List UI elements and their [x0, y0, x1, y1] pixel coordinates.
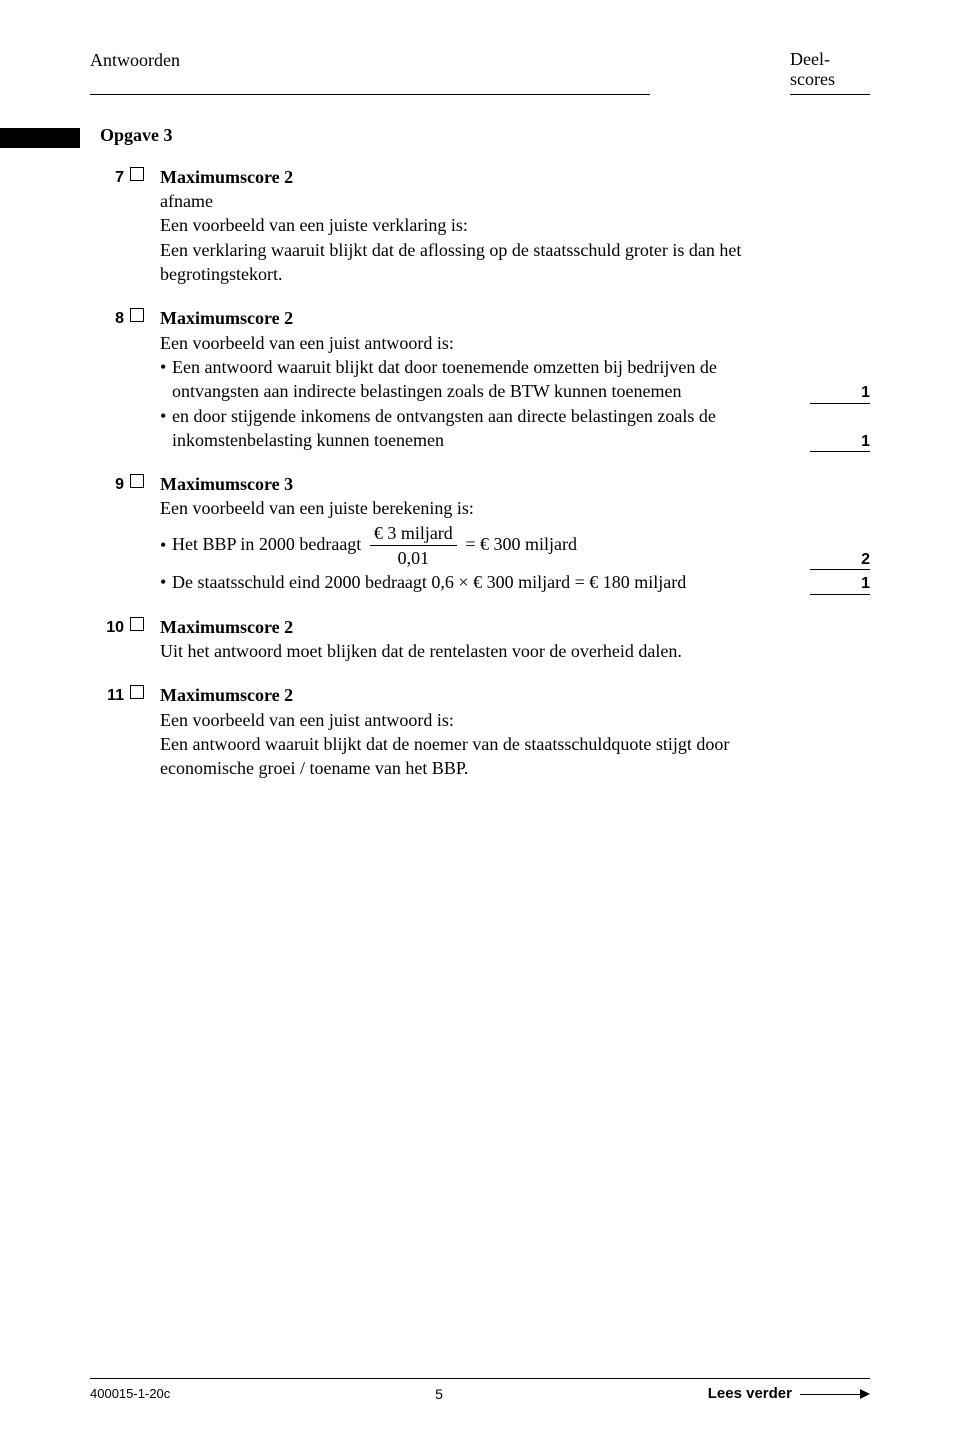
page-header: Antwoorden Deel- scores	[90, 50, 870, 90]
footer-row: 400015-1-20c 5 Lees verder	[90, 1385, 870, 1402]
opgave-title: Opgave 3	[100, 123, 870, 147]
question-10: 10 Maximumscore 2 Uit het antwoord moet …	[90, 615, 870, 664]
q8-score1: 1	[810, 384, 870, 404]
q9-bullet1: Het BBP in 2000 bedraagt € 3 miljard 0,0…	[172, 521, 800, 571]
footer-continue: Lees verder	[708, 1385, 870, 1402]
bullet-icon: •	[160, 355, 172, 379]
q7-line2: Een voorbeeld van een juiste verklaring …	[160, 213, 800, 237]
q9-bullet1-row: • Het BBP in 2000 bedraagt € 3 miljard 0…	[160, 521, 870, 571]
q8-bullet1: Een antwoord waaruit blijkt dat door toe…	[172, 355, 800, 404]
q7-num: 7	[115, 169, 124, 186]
question-11-body: Maximumscore 2 Een voorbeeld van een jui…	[144, 683, 810, 780]
q9-b1-post: = € 300 miljard	[465, 534, 577, 554]
question-8-number: 8	[90, 306, 144, 330]
q9-b1-pre: Het BBP in 2000 bedraagt	[172, 534, 366, 554]
bullet-icon: •	[160, 570, 172, 594]
checkbox-icon	[130, 474, 144, 488]
q8-bullet1-row: • Een antwoord waaruit blijkt dat door t…	[160, 355, 870, 404]
question-11: 11 Maximumscore 2 Een voorbeeld van een …	[90, 683, 870, 780]
q10-num: 10	[106, 619, 124, 636]
checkbox-icon	[130, 308, 144, 322]
question-11-number: 11	[90, 683, 144, 707]
q8-intro: Een voorbeeld van een juist antwoord is:	[160, 331, 870, 355]
q11-num: 11	[107, 687, 124, 704]
question-7: 7 Maximumscore 2 afname Een voorbeeld va…	[90, 165, 870, 286]
footer-page-number: 5	[435, 1386, 443, 1402]
q10-maxscore: Maximumscore 2	[160, 615, 800, 639]
question-9: 9 Maximumscore 3 Een voorbeeld van een j…	[90, 472, 870, 594]
header-right-line2: scores	[790, 69, 835, 89]
question-8-body: Maximumscore 2 Een voorbeeld van een jui…	[144, 306, 870, 452]
q9-frac-num: € 3 miljard	[370, 521, 457, 546]
q9-num: 9	[115, 476, 124, 493]
bullet-icon: •	[160, 533, 172, 557]
checkbox-icon	[130, 167, 144, 181]
page: Antwoorden Deel- scores Opgave 3 7 Maxim…	[0, 0, 960, 1438]
q9-fraction: € 3 miljard 0,01	[370, 521, 457, 571]
q8-bullet2: en door stijgende inkomens de ontvangste…	[172, 404, 800, 453]
q9-bullet2: De staatsschuld eind 2000 bedraagt 0,6 ×…	[172, 570, 800, 594]
question-10-number: 10	[90, 615, 144, 639]
checkbox-icon	[130, 685, 144, 699]
header-right: Deel- scores	[790, 50, 870, 90]
header-rules	[90, 90, 870, 95]
q9-intro: Een voorbeeld van een juiste berekening …	[160, 496, 870, 520]
question-8: 8 Maximumscore 2 Een voorbeeld van een j…	[90, 306, 870, 452]
q7-line1: afname	[160, 189, 800, 213]
checkbox-icon	[130, 617, 144, 631]
q11-line1: Een voorbeeld van een juist antwoord is:	[160, 708, 800, 732]
q9-bullet2-row: • De staatsschuld eind 2000 bedraagt 0,6…	[160, 570, 870, 594]
q11-maxscore: Maximumscore 2	[160, 683, 800, 707]
content: Opgave 3 7 Maximumscore 2 afname Een voo…	[90, 123, 870, 781]
question-10-body: Maximumscore 2 Uit het antwoord moet bli…	[144, 615, 810, 664]
q8-score2: 1	[810, 433, 870, 453]
footer-rule	[90, 1378, 870, 1379]
q10-line: Uit het antwoord moet blijken dat de ren…	[160, 639, 800, 663]
page-footer: 400015-1-20c 5 Lees verder	[90, 1378, 870, 1402]
q9-frac-den: 0,01	[370, 546, 457, 570]
q9-score2: 1	[810, 575, 870, 595]
footer-docid: 400015-1-20c	[90, 1386, 170, 1401]
header-rule-left	[90, 94, 650, 95]
header-left: Antwoorden	[90, 50, 790, 71]
margin-black-bar	[0, 128, 80, 148]
question-9-number: 9	[90, 472, 144, 496]
question-9-body: Maximumscore 3 Een voorbeeld van een jui…	[144, 472, 870, 594]
question-7-body: Maximumscore 2 afname Een voorbeeld van …	[144, 165, 810, 286]
q8-bullet2-row: • en door stijgende inkomens de ontvangs…	[160, 404, 870, 453]
q8-num: 8	[115, 310, 124, 327]
q8-maxscore: Maximumscore 2	[160, 306, 870, 330]
q7-line3: Een verklaring waaruit blijkt dat de afl…	[160, 238, 800, 287]
q11-line2: Een antwoord waaruit blijkt dat de noeme…	[160, 732, 800, 781]
arrow-right-icon	[800, 1385, 870, 1402]
q9-score1: 2	[810, 551, 870, 571]
header-rule-right	[790, 94, 870, 95]
question-7-number: 7	[90, 165, 144, 189]
q7-maxscore: Maximumscore 2	[160, 165, 800, 189]
q9-maxscore: Maximumscore 3	[160, 472, 870, 496]
header-right-line1: Deel-	[790, 49, 830, 69]
footer-continue-label: Lees verder	[708, 1385, 792, 1402]
bullet-icon: •	[160, 404, 172, 428]
